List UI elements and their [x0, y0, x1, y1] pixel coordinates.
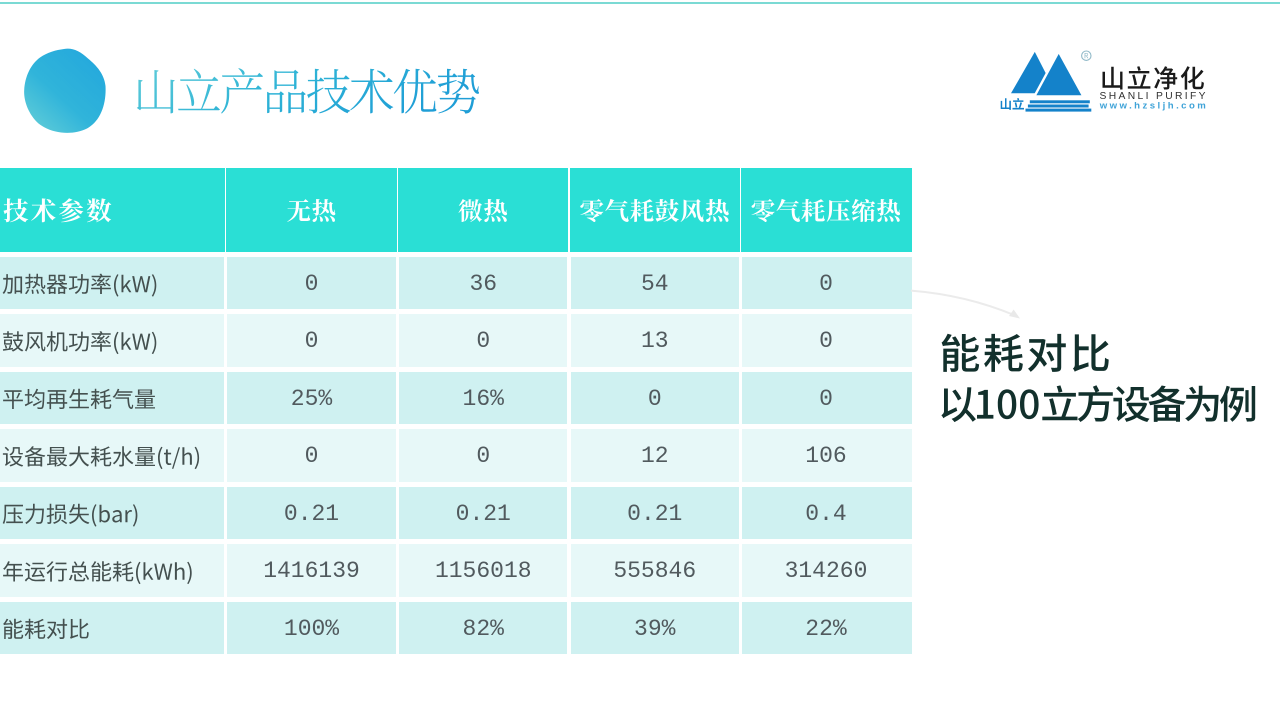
svg-text:SHANLI PURIFY: SHANLI PURIFY	[1100, 91, 1208, 102]
svg-text:www.hzsljh.com: www.hzsljh.com	[1099, 101, 1209, 112]
